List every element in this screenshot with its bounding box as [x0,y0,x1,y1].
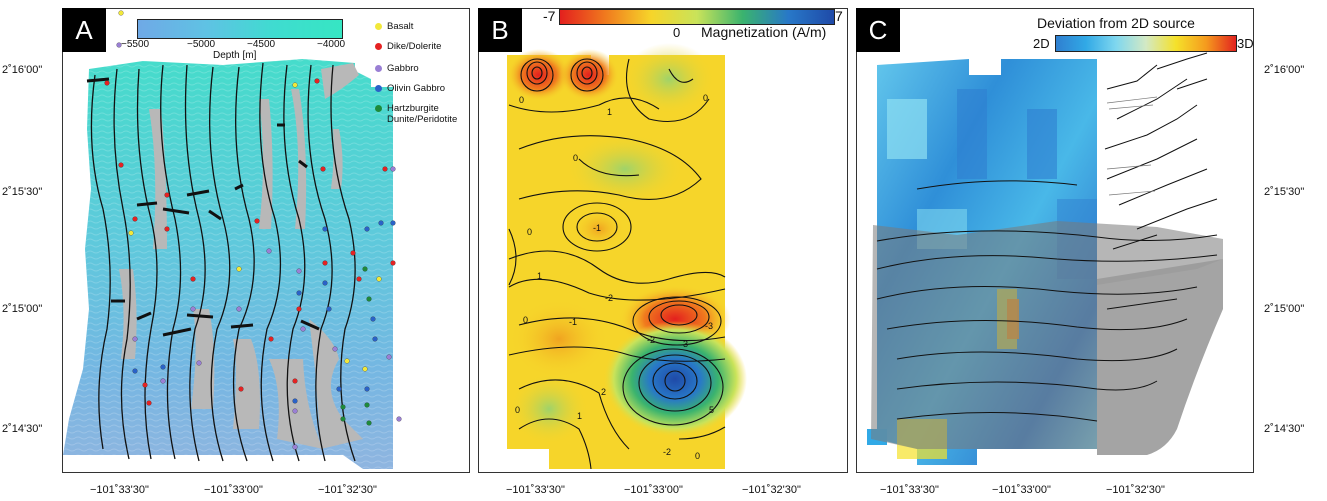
a-depth-colorbar-gradient [138,20,342,38]
b-contour-label-13: -3 [705,321,713,331]
b-contour-label-12: -2 [647,335,655,345]
c-faint-lineaments [1106,96,1158,196]
b-colorbar-max: 7 [835,8,843,24]
c-x-tick-2: −101˚33'00" [992,484,1051,496]
a-x-tick-1: −101˚33'30" [90,484,149,496]
legend-olivin-gabbro: Olivin Gabbro [375,83,445,94]
b-x-tick-1: −101˚33'30" [506,484,565,496]
c-deviation-colorbar [1055,35,1237,52]
c-y-tick-3: 2˚15'00" [1264,303,1305,315]
b-colorbar-gradient [560,10,834,24]
a-y-tick-3: 2˚15'00" [2,303,43,315]
a-y-tick-4: 2˚14'30" [2,423,43,435]
a-depth-tick-1: −5500 [121,39,150,50]
b-contour-label-18: -2 [663,447,671,457]
legend-olivin-gabbro-label: Olivin Gabbro [387,83,446,94]
b-x-tick-3: −101˚32'30" [742,484,801,496]
panel-b: 0 0 1 0 -1 0 1 -2 -1 0 3 -2 -3 2 5 1 0 -… [478,8,850,501]
legend-gabbro-label: Gabbro [387,63,419,74]
c-x-tick-1: −101˚33'30" [880,484,939,496]
c-panel-label: C [856,8,900,52]
b-colorbar-mid: 0 [673,25,681,40]
b-map-frame: 0 0 1 0 -1 0 1 -2 -1 0 3 -2 -3 2 5 1 0 -… [478,8,848,473]
legend-dike-marker [375,43,382,50]
a-polarity-wedges [119,63,363,449]
b-contour-label-5: -1 [593,223,601,233]
c-colorbar-min: 2D [1033,36,1050,51]
b-contour-label-17: 0 [515,405,520,415]
b-contour-label-14: 2 [601,387,606,397]
legend-basalt-label: Basalt [387,21,414,32]
a-panel-label: A [62,8,106,52]
a-depth-tick-3: −4500 [247,39,276,50]
c-colorbar-gradient [1056,36,1236,51]
legend-hartzburgite-label: Hartzburgite Dunite/Peridotite [387,103,458,125]
b-panel-label: B [478,8,522,52]
c-y-tick-4: 2˚14'30" [1264,423,1305,435]
a-isochron-lines [90,62,356,462]
b-contour-label-8: -2 [605,293,613,303]
b-contour-label-3: 1 [607,107,612,117]
legend-hartzburgite-marker [375,105,382,112]
legend-basalt-marker [375,23,382,30]
a-depth-colorbar [137,19,343,39]
b-contour-label-2: 0 [703,93,708,103]
a-ridge-segments [86,77,320,337]
b-contour-labels: 0 0 1 0 -1 0 1 -2 -1 0 3 -2 -3 2 5 1 0 -… [515,93,714,461]
b-contour-label-4: 0 [573,153,578,163]
legend-dike-label: Dike/Dolerite [387,41,442,52]
a-depth-tick-4: −4000 [317,39,346,50]
a-depth-colorbar-title: Depth [m] [213,50,257,61]
legend-gabbro-marker [375,65,382,72]
b-contour-label-11: 3 [683,339,688,349]
c-colorbar-title: Deviation from 2D source [1037,15,1195,31]
c-deviation-map [867,52,1223,465]
b-contour-label-15: 5 [709,405,714,415]
b-contour-label-6: 0 [527,227,532,237]
a-y-tick-1: 2˚16'00" [2,64,43,76]
b-contour-label-16: 1 [577,411,582,421]
a-x-tick-3: −101˚32'30" [318,484,377,496]
c-x-tick-3: −101˚32'30" [1106,484,1165,496]
legend-dike: Dike/Dolerite [375,41,441,52]
a-rock-samples [104,10,402,450]
b-contours [508,58,726,470]
legend-hartzburgite: Hartzburgite Dunite/Peridotite [375,103,457,125]
b-contour-label-19: 0 [695,451,700,461]
a-bathymetry-map [63,10,402,469]
panel-a: 2˚16'00" 2˚15'30" 2˚15'00" 2˚14'30" [0,8,470,501]
a-map-frame: −5500 −5000 −4500 −4000 Depth [m] Basalt… [62,8,470,473]
b-x-tick-2: −101˚33'00" [624,484,683,496]
a-depth-tick-2: −5000 [187,39,216,50]
legend-olivin-gabbro-marker [375,85,382,92]
b-colorbar-min: -7 [543,8,556,24]
legend-gabbro: Gabbro [375,63,419,74]
c-colorbar-max: 3D [1237,36,1254,51]
b-contour-label-10: 0 [523,315,528,325]
c-overlay-band-right [1097,259,1223,455]
c-map-frame: Deviation from 2D source 2D 3D [856,8,1254,473]
c-y-tick-1: 2˚16'00" [1264,64,1305,76]
b-magnetization-colorbar [559,9,835,25]
b-contour-label-1: 0 [519,95,524,105]
b-magnetization-map: 0 0 1 0 -1 0 1 -2 -1 0 3 -2 -3 2 5 1 0 -… [507,43,747,470]
panel-c: Deviation from 2D source 2D 3D C 2˚16'00… [856,8,1327,501]
a-y-tick-2: 2˚15'30" [2,186,43,198]
b-colorbar-title: Magnetization (A/m) [701,24,827,40]
a-x-tick-2: −101˚33'00" [204,484,263,496]
c-lineaments [876,52,1218,422]
c-y-tick-2: 2˚15'30" [1264,186,1305,198]
b-contour-label-7: 1 [537,271,542,281]
legend-basalt: Basalt [375,21,413,32]
b-contour-label-9: -1 [569,317,577,327]
